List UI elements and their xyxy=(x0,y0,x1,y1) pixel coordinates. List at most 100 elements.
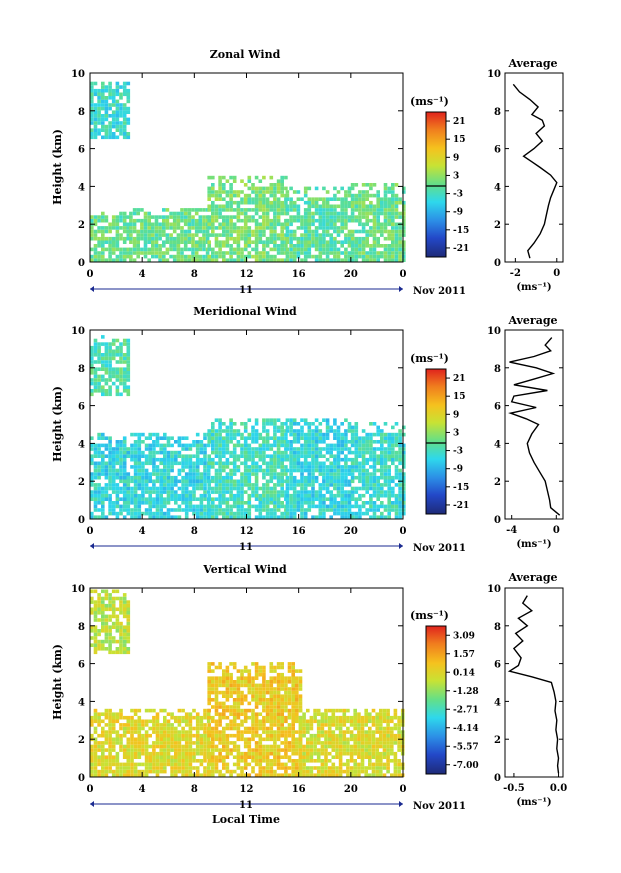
heatmap-cell xyxy=(240,486,244,491)
heatmap-cell xyxy=(169,240,173,244)
heatmap-cell xyxy=(104,229,109,234)
heatmap-cell xyxy=(380,432,384,437)
heatmap-cell xyxy=(170,493,174,498)
heatmap-cell xyxy=(254,468,259,473)
heatmap-cell xyxy=(211,204,215,209)
heatmap-cell xyxy=(137,715,142,720)
heatmap-cell xyxy=(214,676,219,680)
heatmap-cell xyxy=(243,208,248,212)
heatmap-cell xyxy=(148,511,152,516)
heatmap-cell xyxy=(192,497,196,501)
heatmap-cell xyxy=(254,251,259,255)
heatmap-cell xyxy=(380,454,384,458)
heatmap-cell xyxy=(303,468,308,473)
heatmap-cell xyxy=(254,751,259,756)
heatmap-cell xyxy=(336,501,341,505)
heatmap-cell xyxy=(276,737,281,742)
heatmap-cell xyxy=(108,741,112,745)
heatmap-cell xyxy=(338,769,343,774)
heatmap-cell xyxy=(203,468,207,473)
heatmap-cell xyxy=(148,432,152,437)
heatmap-cell xyxy=(316,751,321,756)
x-tick-label: 16 xyxy=(292,269,306,280)
heatmap-cell xyxy=(354,193,359,198)
heatmap-cell xyxy=(163,475,167,480)
heatmap-cell xyxy=(214,190,219,194)
heatmap-cell xyxy=(195,741,200,745)
heatmap-cell xyxy=(172,240,177,244)
heatmap-cell xyxy=(258,515,263,519)
heatmap-cell xyxy=(303,486,308,491)
heatmap-cell xyxy=(247,193,252,198)
heatmap-cell xyxy=(314,490,319,494)
heatmap-cell xyxy=(232,515,237,519)
heatmap-cell xyxy=(232,701,237,706)
heatmap-cell xyxy=(214,511,219,516)
heatmap-cell xyxy=(265,680,270,684)
heatmap-cell xyxy=(232,175,237,180)
heatmap-cell xyxy=(115,733,120,738)
heatmap-cell xyxy=(335,755,339,759)
heatmap-cell xyxy=(199,457,204,462)
heatmap-cell xyxy=(254,422,259,426)
heatmap-cell xyxy=(170,475,174,480)
heatmap-cell xyxy=(90,381,94,386)
heatmap-cell xyxy=(376,197,380,201)
heatmap-cell xyxy=(300,197,304,201)
heatmap-cell xyxy=(269,712,274,716)
heatmap-cell xyxy=(232,769,237,774)
heatmap-cell xyxy=(402,457,406,462)
heatmap-cell xyxy=(207,508,211,512)
heatmap-cell xyxy=(90,461,94,466)
heatmap-cell xyxy=(192,440,196,444)
heatmap-cell xyxy=(287,715,292,720)
heatmap-cell xyxy=(119,497,123,501)
heatmap-cell xyxy=(280,475,284,480)
heatmap-cell xyxy=(170,508,174,512)
heatmap-cell xyxy=(296,465,301,469)
heatmap-cell xyxy=(207,733,211,738)
heatmap-cell xyxy=(211,508,215,512)
heatmap-cell xyxy=(111,135,116,140)
heatmap-cell xyxy=(258,755,263,759)
heatmap-cell xyxy=(291,766,295,770)
heatmap-cell xyxy=(240,247,244,252)
heatmap-cell xyxy=(307,425,312,430)
heatmap-cell xyxy=(280,208,284,212)
heatmap-cell xyxy=(214,730,219,734)
heatmap-cell xyxy=(225,475,230,480)
heatmap-cell xyxy=(177,504,182,509)
heatmap-cell xyxy=(344,454,348,458)
heatmap-cell xyxy=(97,468,101,473)
heatmap-cell xyxy=(104,135,109,140)
heatmap-cell xyxy=(313,741,317,745)
heatmap-cell xyxy=(126,447,131,451)
heatmap-cell xyxy=(162,251,166,255)
heatmap-cell xyxy=(243,218,248,223)
heatmap-cell xyxy=(104,103,109,107)
heatmap-cell xyxy=(218,662,222,666)
heatmap-cell xyxy=(269,730,274,734)
heatmap-cell xyxy=(402,475,406,480)
heatmap-cell xyxy=(108,762,112,767)
heatmap-cell xyxy=(122,218,127,223)
heatmap-cell xyxy=(104,490,109,494)
heatmap-cell xyxy=(344,204,348,209)
heatmap-cell xyxy=(119,367,123,371)
heatmap-cell xyxy=(372,511,377,516)
heatmap-cell xyxy=(391,461,395,466)
heatmap-cell xyxy=(126,497,131,501)
heatmap-cell xyxy=(311,493,315,498)
heatmap-cell xyxy=(393,741,398,745)
heatmap-cell xyxy=(206,766,211,770)
heatmap-cell xyxy=(314,233,319,237)
heatmap-cell xyxy=(329,483,333,487)
heatmap-cell xyxy=(340,457,344,462)
heatmap-cell xyxy=(325,418,330,422)
heatmap-cell xyxy=(276,715,281,720)
heatmap-cell xyxy=(372,254,377,259)
heatmap-cell xyxy=(126,773,131,777)
heatmap-cell xyxy=(376,440,380,444)
heatmap-cell xyxy=(207,726,211,731)
heatmap-cell xyxy=(269,694,274,698)
